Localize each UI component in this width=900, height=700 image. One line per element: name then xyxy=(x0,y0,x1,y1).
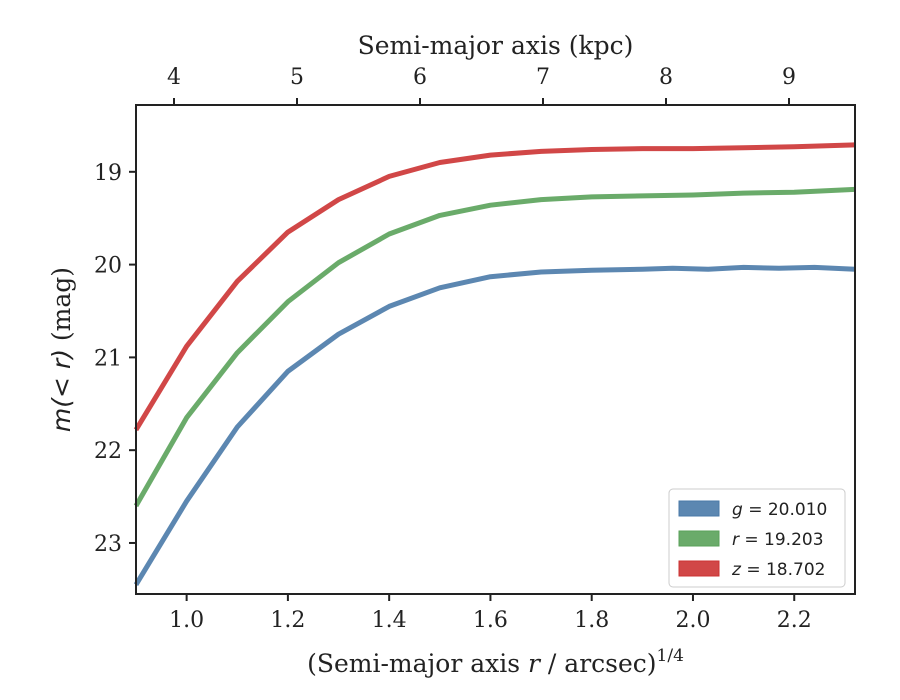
x-axis-title-post: / arcsec) xyxy=(540,649,657,678)
y-axis-title: m(< r) (mag) xyxy=(47,267,76,432)
top-x-tick-label: 7 xyxy=(536,65,550,90)
y-tick-label: 19 xyxy=(94,161,122,186)
y-tick-label: 23 xyxy=(94,532,122,557)
ticks-layer: 1.0 1.2 1.4 1.6 1.8 2.0 2.2 19 20 21 22 23 4 5 6 7 8 9 xyxy=(94,65,812,633)
top-x-tick-label: 6 xyxy=(413,65,427,90)
legend-swatch-g xyxy=(678,500,720,517)
top-x-tick-label: 8 xyxy=(659,65,673,90)
y-tick-label: 21 xyxy=(94,346,122,371)
series-line-r xyxy=(133,186,856,508)
top-x-axis-title: Semi-major axis (kpc) xyxy=(358,31,634,60)
legend-swatch-r xyxy=(678,530,720,547)
series-layer xyxy=(133,142,856,586)
x-axis-title-sup: 1/4 xyxy=(657,646,684,666)
x-tick-label: 1.4 xyxy=(372,608,407,633)
legend-label-g: g = 20.010 xyxy=(732,500,827,520)
legend-label-z: z = 18.702 xyxy=(731,560,825,580)
top-x-tick-label: 5 xyxy=(290,65,304,90)
series-line-z xyxy=(133,142,856,432)
x-tick-label: 1.0 xyxy=(169,608,204,633)
legend-label-r: r = 19.203 xyxy=(732,530,824,550)
y-tick-label: 20 xyxy=(94,254,122,279)
plot-frame xyxy=(135,104,856,595)
legend: g = 20.010 r = 19.203 z = 18.702 xyxy=(668,488,846,588)
series-line-g xyxy=(133,264,856,586)
x-tick-label: 1.6 xyxy=(473,608,508,633)
y-axis-title-unit: (mag) xyxy=(47,267,76,349)
x-tick-label: 1.2 xyxy=(270,608,305,633)
legend-swatch-z xyxy=(678,560,720,577)
x-axis-title: (Semi-major axis r / arcsec)1/4 xyxy=(307,646,684,678)
x-tick-label: 1.8 xyxy=(574,608,609,633)
x-axis-title-pre: (Semi-major axis xyxy=(307,649,528,678)
x-tick-label: 2.0 xyxy=(675,608,710,633)
y-tick-label: 22 xyxy=(94,439,122,464)
x-axis-title-var: r xyxy=(528,649,542,678)
x-tick-label: 2.2 xyxy=(777,608,812,633)
top-x-tick-label: 9 xyxy=(782,65,796,90)
y-axis-title-math: m(< r) xyxy=(47,349,76,432)
top-x-tick-label: 4 xyxy=(167,65,181,90)
